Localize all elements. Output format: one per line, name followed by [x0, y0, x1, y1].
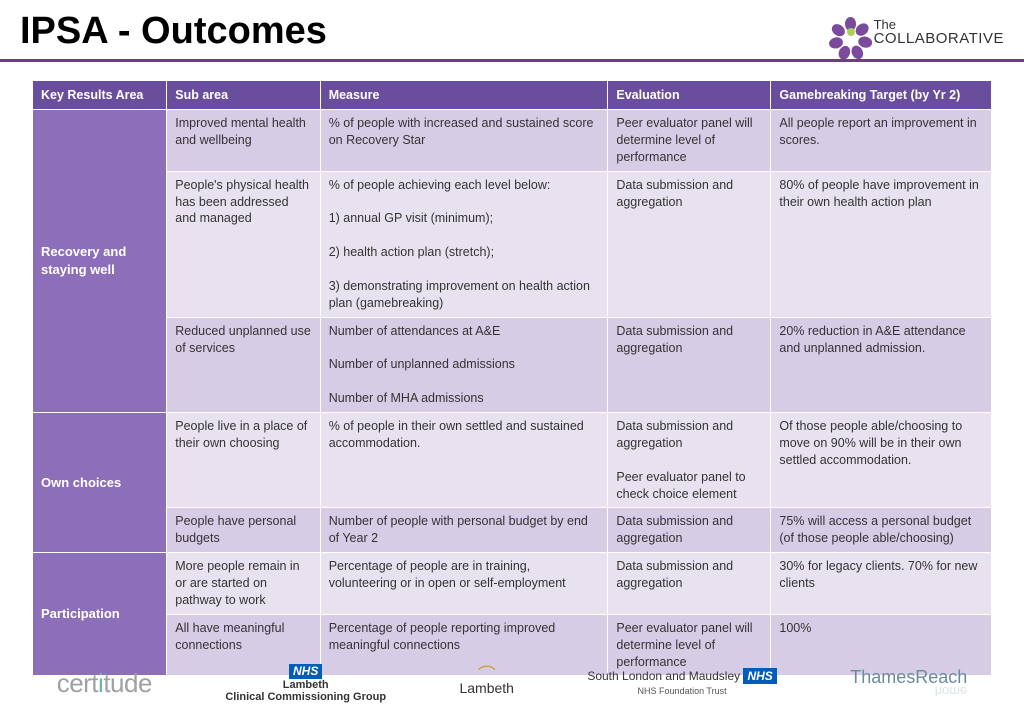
page-title: IPSA - Outcomes — [20, 10, 327, 53]
cell-eval: Peer evaluator panel will determine leve… — [608, 110, 771, 172]
col-evaluation: Evaluation — [608, 81, 771, 110]
col-target: Gamebreaking Target (by Yr 2) — [771, 81, 992, 110]
collaborative-logo: The COLLABORATIVE — [834, 15, 1004, 49]
cell-sub: People have personal budgets — [167, 508, 320, 553]
cell-target: 80% of people have improvement in their … — [771, 171, 992, 317]
col-key-results: Key Results Area — [33, 81, 167, 110]
col-measure: Measure — [320, 81, 608, 110]
cell-sub: Improved mental health and wellbeing — [167, 110, 320, 172]
cell-eval: Data submission and aggregation — [608, 317, 771, 412]
cell-target: All people report an improvement in scor… — [771, 110, 992, 172]
cell-eval: Data submission and aggregation — [608, 508, 771, 553]
thames-reach-logo: ThamesReach home — [850, 667, 967, 699]
cell-target: 20% reduction in A&E attendance and unpl… — [771, 317, 992, 412]
cell-measure: Number of people with personal budget by… — [320, 508, 608, 553]
cell-target: Of those people able/choosing to move on… — [771, 413, 992, 508]
cell-eval: Data submission and aggregation — [608, 553, 771, 615]
key-area-cell: Participation — [33, 553, 167, 676]
cell-sub: People live in a place of their own choo… — [167, 413, 320, 508]
cell-sub: More people remain in or are started on … — [167, 553, 320, 615]
cell-sub: People's physical health has been addres… — [167, 171, 320, 317]
slam-nhs-logo: South London and Maudsley NHS NHS Founda… — [587, 669, 776, 698]
cell-measure: Percentage of people are in training, vo… — [320, 553, 608, 615]
nhs-lambeth-ccg-logo: NHS Lambeth Clinical Commissioning Group — [225, 664, 386, 703]
cell-measure: % of people achieving each level below: … — [320, 171, 608, 317]
slide-header: IPSA - Outcomes The COLLABORATIVE — [0, 0, 1024, 62]
logo-text: The COLLABORATIVE — [874, 18, 1004, 46]
outcomes-table-wrap: Key Results Area Sub area Measure Evalua… — [0, 62, 1024, 676]
cell-measure: % of people in their own settled and sus… — [320, 413, 608, 508]
lambeth-logo: ⌒ Lambeth — [459, 671, 513, 696]
table-row: People's physical health has been addres… — [33, 171, 992, 317]
table-row: Own choicesPeople live in a place of the… — [33, 413, 992, 508]
table-row: ParticipationMore people remain in or ar… — [33, 553, 992, 615]
cell-target: 30% for legacy clients. 70% for new clie… — [771, 553, 992, 615]
cell-sub: Reduced unplanned use of services — [167, 317, 320, 412]
table-row: Recovery and staying wellImproved mental… — [33, 110, 992, 172]
flower-icon — [834, 15, 868, 49]
cell-eval: Data submission and aggregation Peer eva… — [608, 413, 771, 508]
key-area-cell: Own choices — [33, 413, 167, 553]
table-header-row: Key Results Area Sub area Measure Evalua… — [33, 81, 992, 110]
key-area-cell: Recovery and staying well — [33, 110, 167, 413]
col-sub-area: Sub area — [167, 81, 320, 110]
outcomes-table: Key Results Area Sub area Measure Evalua… — [32, 80, 992, 676]
cell-measure: % of people with increased and sustained… — [320, 110, 608, 172]
table-row: People have personal budgetsNumber of pe… — [33, 508, 992, 553]
cell-measure: Number of attendances at A&E Number of u… — [320, 317, 608, 412]
cell-target: 75% will access a personal budget (of th… — [771, 508, 992, 553]
certitude-logo: certitude — [57, 668, 152, 699]
table-row: Reduced unplanned use of servicesNumber … — [33, 317, 992, 412]
footer-logos: certitude NHS Lambeth Clinical Commissio… — [0, 664, 1024, 703]
cell-eval: Data submission and aggregation — [608, 171, 771, 317]
